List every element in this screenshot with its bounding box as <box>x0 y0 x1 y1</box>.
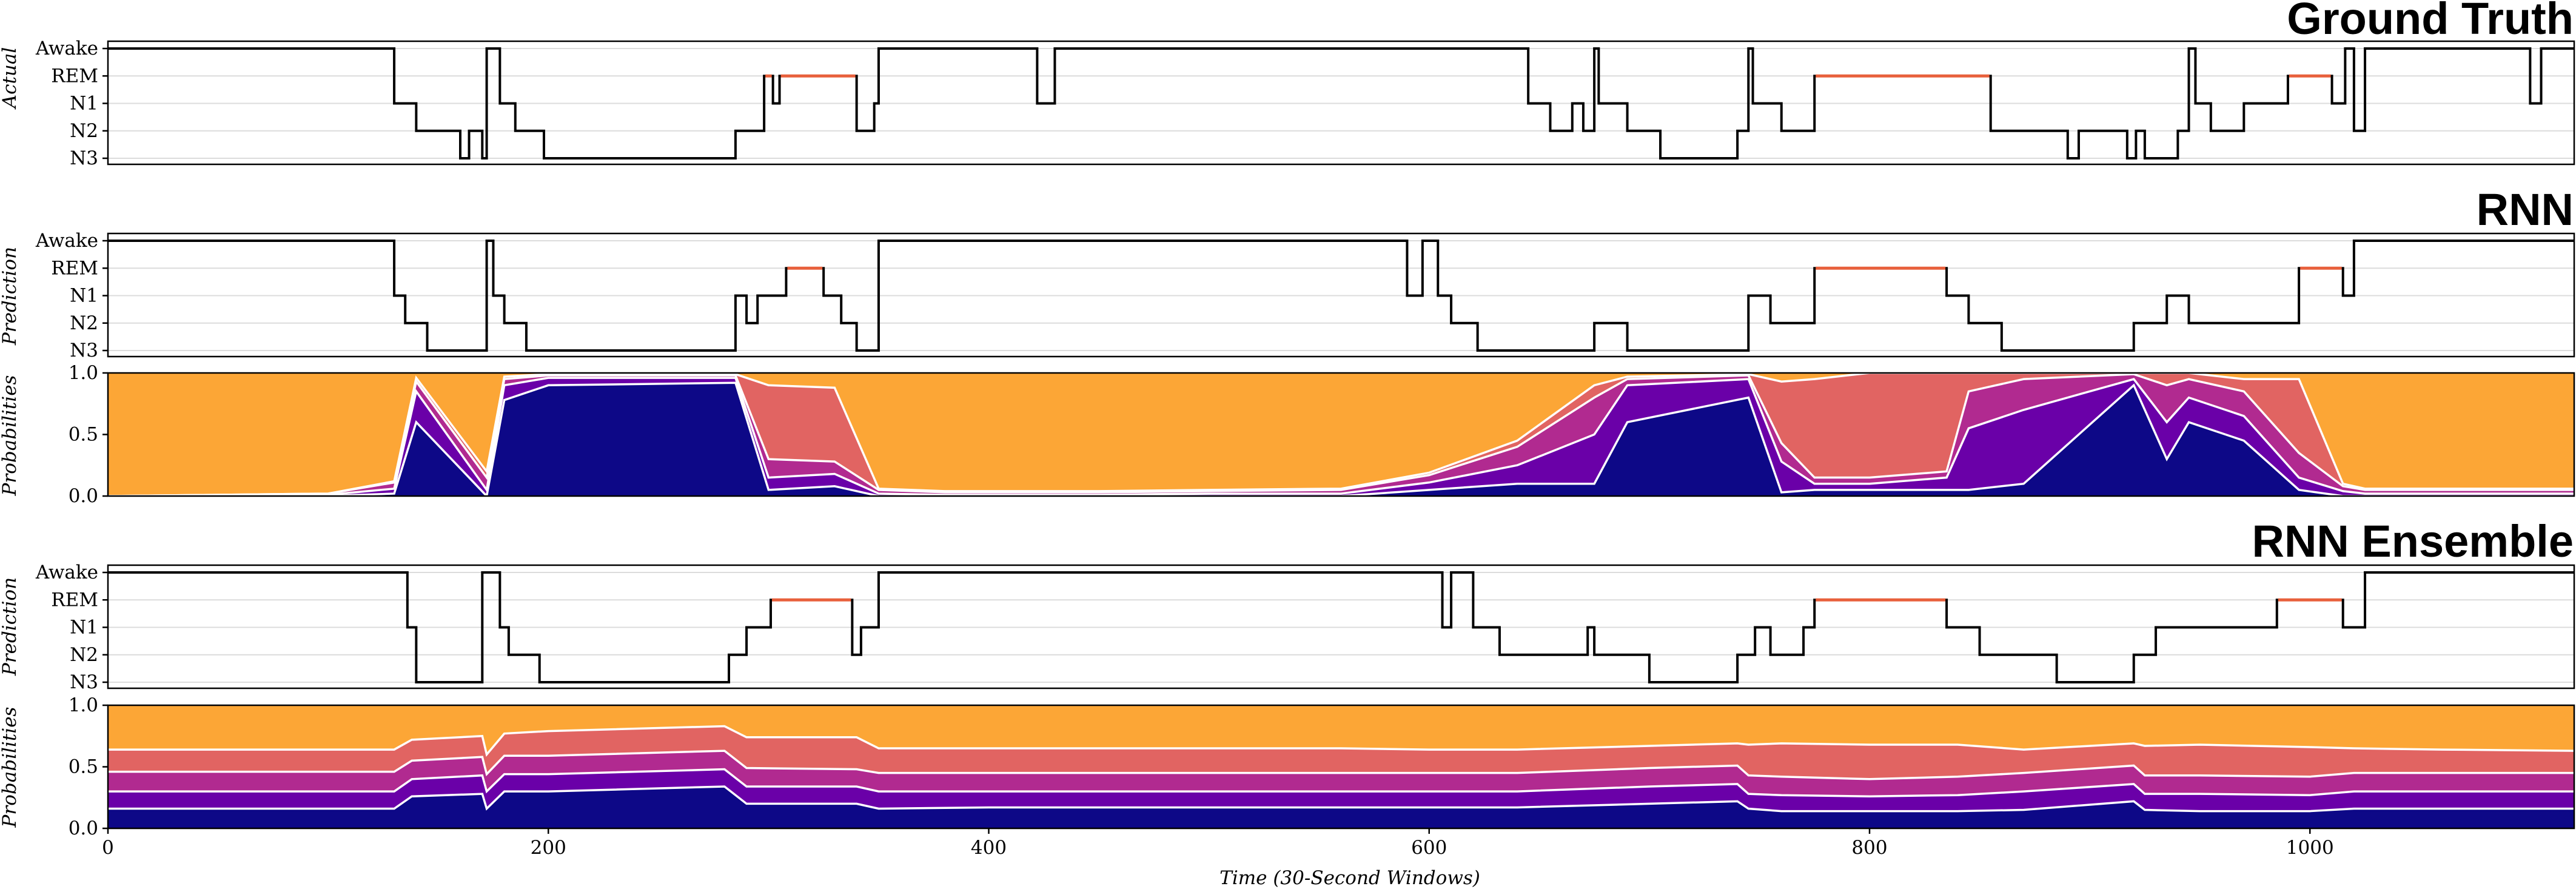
rnn-ylabel: Prediction <box>0 247 21 346</box>
stage-label-n2: N2 <box>70 120 98 142</box>
stage-label-n3: N3 <box>70 671 98 693</box>
stage-label-n3: N3 <box>70 147 98 169</box>
prob-tick-label: 0.0 <box>69 485 98 507</box>
rnn-panel: RNN Prediction Awake REM N1 N2 N3 <box>0 184 2575 361</box>
rnn-prob-frame <box>107 372 2575 497</box>
prob-tick-label: 0.0 <box>69 817 98 839</box>
ensemble-stage-labels: Awake REM N1 N2 N3 <box>35 562 108 693</box>
band-boundary-n1 <box>108 750 2574 780</box>
band-boundary-n2 <box>107 377 2574 497</box>
stage-label-n1: N1 <box>70 93 98 115</box>
stage-label-rem: REM <box>51 589 98 611</box>
ensemble-prob-ticks: 0.0 0.5 1.0 <box>69 694 108 839</box>
ground-truth-hypnogram <box>108 47 2574 159</box>
stage-label-n3: N3 <box>70 340 98 361</box>
prob-tick-label: 0.5 <box>69 424 98 446</box>
band-boundary-rem <box>108 725 2575 757</box>
ensemble-prob-ylabel: Probabilities <box>0 707 21 828</box>
rnn-stage-labels: Awake REM N1 N2 N3 <box>35 230 108 361</box>
ensemble-ylabel: Prediction <box>0 577 21 676</box>
ground-truth-title: Ground Truth <box>2287 0 2574 44</box>
ensemble-prob-frame <box>107 704 2575 830</box>
rnn-hypnogram <box>108 240 2574 352</box>
stage-label-awake: Awake <box>35 562 98 583</box>
ground-truth-ylabel: Actual <box>0 47 21 110</box>
ensemble-panel: RNN Ensemble Prediction Awake REM N1 N2 N3 <box>0 516 2575 693</box>
ensemble-frame <box>107 564 2575 689</box>
x-tick-label: 600 <box>1411 837 1447 859</box>
ground-truth-panel: Ground Truth Actual Awake REM N1 N2 N3 <box>0 0 2575 169</box>
x-axis-label: Time (30-Second Windows) <box>1219 867 1480 889</box>
x-axis: 0 200 400 600 800 1000 <box>102 828 2334 859</box>
ensemble-title: RNN Ensemble <box>2252 516 2574 566</box>
prob-tick-label: 1.0 <box>69 362 98 384</box>
rnn-title: RNN <box>2477 184 2574 235</box>
ground-truth-stage-labels: Awake REM N1 N2 N3 <box>35 38 108 169</box>
prob-tick-label: 0.5 <box>69 756 98 778</box>
rnn-probability-bands <box>107 372 2574 498</box>
x-tick-label: 800 <box>1851 837 1887 859</box>
ensemble-probabilities-panel: Probabilities 0.0 0.5 1.0 <box>0 694 2575 839</box>
band-boundary-n3 <box>108 785 2574 813</box>
stage-label-n2: N2 <box>70 312 98 334</box>
band-boundary-n1 <box>107 373 2574 497</box>
rnn-probabilities-panel: Probabilities 0.0 0.5 1.0 <box>0 362 2575 507</box>
stage-label-n2: N2 <box>70 644 98 666</box>
stage-label-n1: N1 <box>70 617 98 639</box>
stage-label-rem: REM <box>51 65 98 87</box>
stage-label-n1: N1 <box>70 285 98 307</box>
ensemble-probability-bands <box>108 705 2575 828</box>
ground-truth-frame <box>107 40 2575 166</box>
band-boundary-n2 <box>108 768 2574 797</box>
rnn-gridlines <box>108 240 2574 351</box>
x-tick-label: 1000 <box>2286 837 2334 859</box>
rnn-prob-ylabel: Probabilities <box>0 375 21 497</box>
band-boundary-n3 <box>108 381 2574 498</box>
stage-label-awake: Awake <box>35 38 98 59</box>
x-tick-label: 200 <box>531 837 566 859</box>
x-tick-label: 400 <box>971 837 1007 859</box>
x-tick-label: 0 <box>102 837 114 859</box>
rnn-prob-ticks: 0.0 0.5 1.0 <box>69 362 108 507</box>
ensemble-hypnogram <box>108 571 2574 683</box>
stage-label-rem: REM <box>51 257 98 279</box>
band-n3 <box>108 383 2574 496</box>
prob-tick-label: 1.0 <box>69 694 98 716</box>
rnn-frame <box>107 232 2575 358</box>
stage-label-awake: Awake <box>35 230 98 252</box>
